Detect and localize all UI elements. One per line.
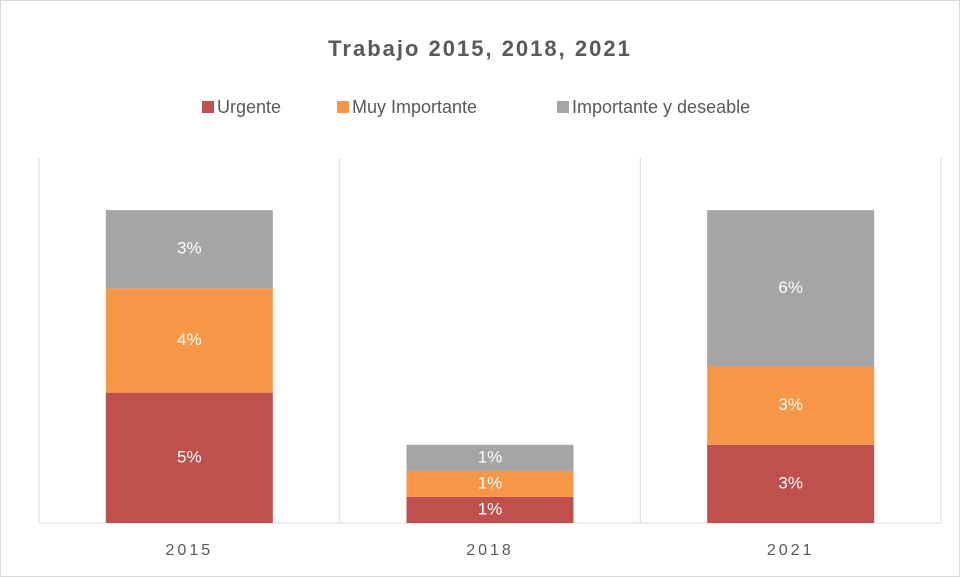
legend-label: Muy Importante (352, 97, 477, 117)
legend-swatch (337, 101, 349, 113)
bar-segment (105, 288, 273, 393)
data-label: 3% (778, 395, 803, 414)
bar-segment (406, 444, 574, 471)
data-label: 1% (478, 447, 503, 466)
bar-segment (707, 444, 875, 523)
data-label: 4% (177, 330, 202, 349)
legend-swatch (557, 101, 569, 113)
data-label: 1% (478, 473, 503, 492)
chart-title: Trabajo 2015, 2018, 2021 (328, 36, 632, 61)
bar-segment (406, 496, 574, 523)
x-tick-label: 2015 (166, 542, 214, 559)
bar-segment (707, 210, 875, 367)
data-label: 3% (177, 239, 202, 258)
x-tick-label: 2021 (767, 542, 815, 559)
legend-label: Importante y deseable (572, 97, 750, 117)
data-label: 5% (177, 447, 202, 466)
legend-label: Urgente (217, 97, 281, 117)
x-tick-label: 2018 (466, 542, 514, 559)
data-label: 6% (778, 278, 803, 297)
bar-segment (105, 392, 273, 523)
data-label: 1% (478, 499, 503, 518)
bar-segment (707, 366, 875, 445)
data-label: 3% (778, 473, 803, 492)
legend-swatch (202, 101, 214, 113)
bar-segment (406, 470, 574, 497)
bar-segment (105, 210, 273, 289)
